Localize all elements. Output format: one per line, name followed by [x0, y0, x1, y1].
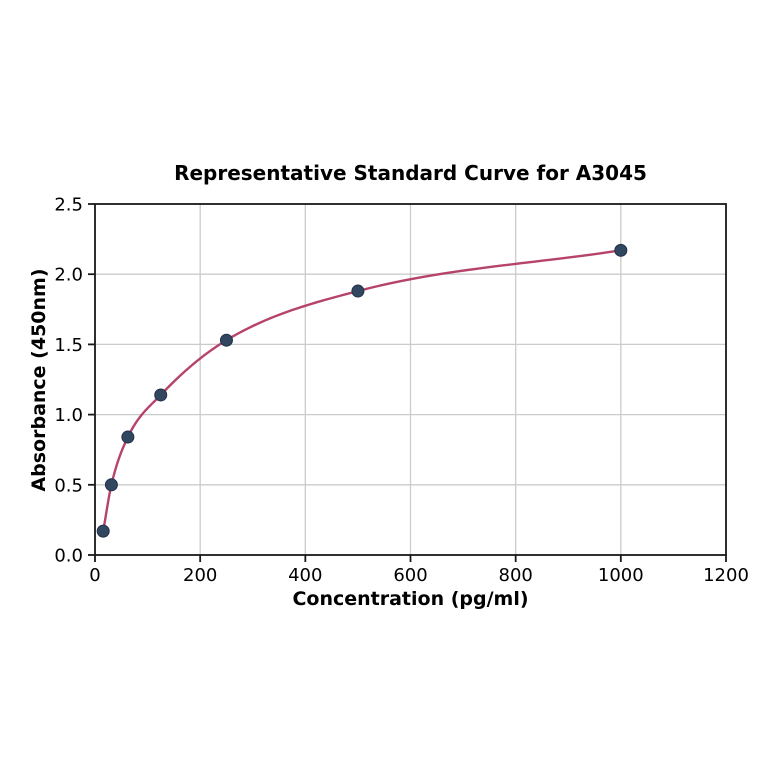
y-axis-label: Absorbance (450nm) — [28, 268, 50, 492]
x-tick-label: 1000 — [598, 565, 644, 586]
x-tick-labels: 0 200 400 600 800 1000 1200 — [89, 565, 749, 586]
data-point — [154, 388, 168, 402]
y-tick-label: 2.5 — [54, 195, 83, 216]
x-tick-label: 0 — [89, 565, 100, 586]
axis-ticks — [88, 203, 727, 562]
x-tick-label: 1200 — [703, 565, 749, 586]
data-point — [614, 243, 628, 257]
gridlines — [94, 203, 727, 556]
y-tick-label: 1.0 — [54, 405, 83, 426]
chart-title: Representative Standard Curve for A3045 — [174, 161, 647, 185]
y-tick-label: 0.5 — [54, 475, 83, 496]
data-point — [96, 524, 110, 538]
x-tick-label: 600 — [393, 565, 427, 586]
x-tick-label: 200 — [183, 565, 217, 586]
x-tick-label: 400 — [288, 565, 322, 586]
x-axis-label: Concentration (pg/ml) — [292, 588, 529, 610]
data-point — [104, 478, 118, 492]
y-tick-label: 0.0 — [54, 546, 83, 567]
data-point — [219, 333, 233, 347]
x-tick-label: 800 — [499, 565, 533, 586]
y-tick-labels: 0.0 0.5 1.0 1.5 2.0 2.5 — [54, 195, 83, 567]
data-points — [96, 243, 628, 538]
y-tick-label: 2.0 — [54, 265, 83, 286]
data-point — [351, 284, 365, 298]
y-tick-label: 1.5 — [54, 335, 83, 356]
data-point — [121, 430, 135, 444]
